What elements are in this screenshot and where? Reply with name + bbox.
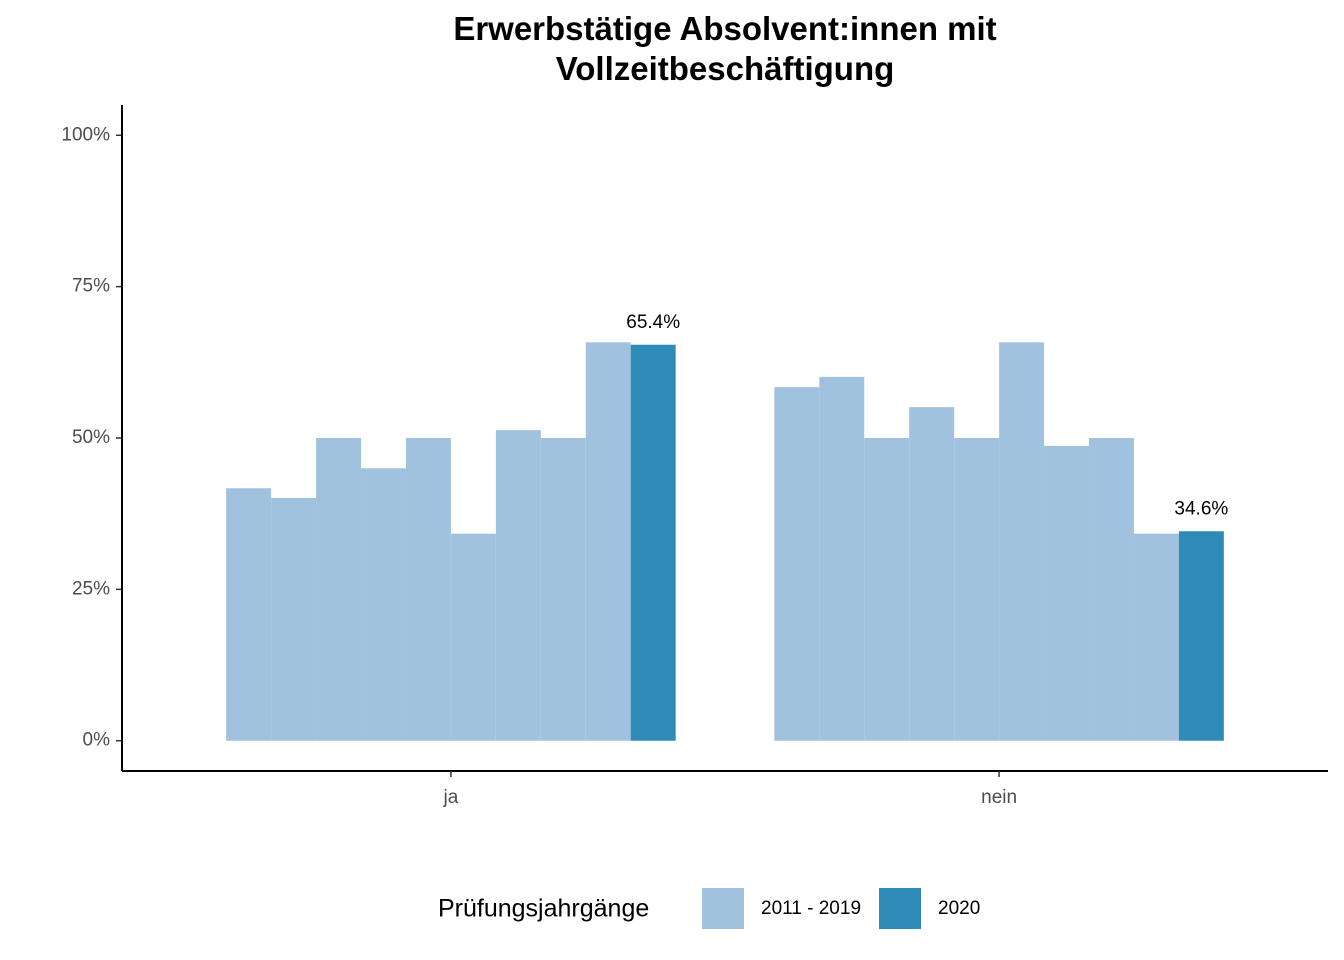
bar [1178,531,1224,741]
bar [361,468,406,741]
bar [1044,445,1089,741]
y-tick-label: 0% [83,730,111,751]
bar [495,430,541,741]
bar [226,488,272,741]
legend-title: Prüfungsjahrgänge [438,895,649,923]
bar [585,342,631,741]
legend-label: 2020 [938,898,980,919]
bar [405,438,451,741]
bar [774,387,820,741]
y-tick-label: 25% [72,578,110,599]
x-tick-label: ja [443,787,459,808]
bar [540,438,586,741]
y-tick-label: 50% [72,427,110,448]
legend-key [702,888,744,929]
data-label: 34.6% [1174,498,1228,519]
bar [271,497,317,741]
bar [819,376,865,741]
legend-key [879,888,922,929]
legend-label: 2011 - 2019 [761,898,861,919]
bar [630,344,676,741]
data-label: 65.4% [626,312,680,333]
bar [999,342,1045,741]
y-tick-label: 100% [61,124,110,145]
bar [1133,533,1179,741]
x-tick-label: nein [981,787,1017,808]
bar [1088,438,1134,741]
bar [864,438,910,741]
chart-title: Erwerbstätige Absolvent:innen mit Vollzei… [453,10,996,87]
bar [450,533,496,741]
bar [954,438,1000,741]
bar [316,438,362,741]
y-tick-label: 75% [72,276,110,297]
bar [909,407,955,741]
